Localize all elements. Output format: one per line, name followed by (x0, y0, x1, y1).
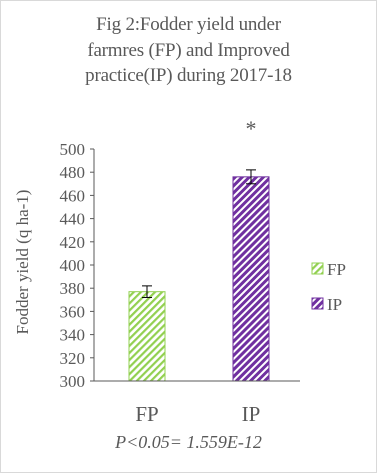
y-tick-label: 460 (60, 186, 86, 205)
significance-marker: * (246, 116, 257, 141)
legend-label-ip: IP (327, 295, 342, 314)
y-tick-label: 440 (60, 210, 86, 229)
y-tick-label: 400 (60, 256, 86, 275)
legend-swatch-fp (311, 262, 324, 275)
y-tick-label: 360 (60, 302, 86, 321)
bar-ip (232, 176, 270, 382)
x-tick-label-ip: IP (242, 402, 261, 426)
y-tick-label: 300 (60, 372, 86, 391)
chart-title-line-3: practice(IP) during 2017-18 (85, 65, 292, 86)
y-tick-label: 420 (60, 233, 86, 252)
y-tick-label: 500 (60, 140, 86, 159)
x-tick-label-fp: FP (135, 402, 158, 426)
chart-title-line-2: farmres (FP) and Improved (87, 40, 290, 61)
y-tick-label: 320 (60, 349, 86, 368)
y-tick-label: 380 (60, 279, 86, 298)
y-tick-label: 480 (60, 163, 86, 182)
y-tick-label: 340 (60, 326, 86, 345)
legend-swatch-ip (311, 297, 324, 310)
chart-title-line-1: Fig 2:Fodder yield under (96, 14, 281, 35)
bar-fp (128, 291, 166, 382)
legend-label-fp: FP (327, 260, 346, 279)
p-value-note: P<0.05= 1.559E-12 (115, 432, 262, 452)
